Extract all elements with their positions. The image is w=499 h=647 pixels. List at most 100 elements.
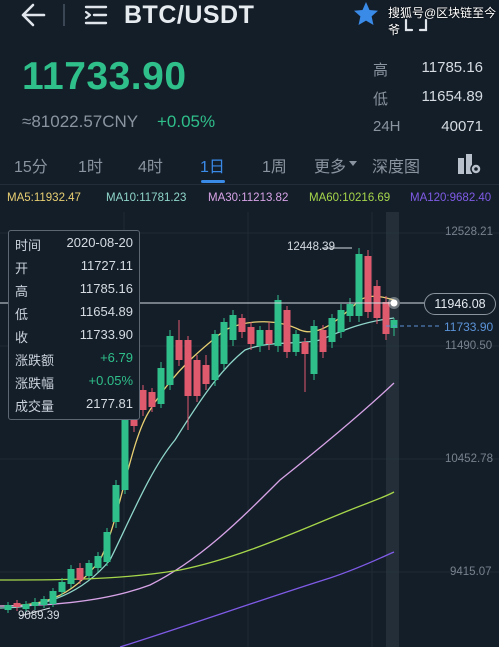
crosshair-dot: [390, 299, 398, 307]
stat-volume-value: 40071: [441, 118, 483, 135]
info-row-change: 涨跌额 +6.79: [15, 350, 133, 368]
header-divider: [63, 4, 65, 26]
candle-body: [148, 392, 156, 407]
candle-body: [355, 254, 363, 316]
candle-body: [202, 365, 210, 384]
high-marker-label: 12448.39: [287, 241, 335, 253]
tab-1d[interactable]: 1日: [200, 159, 225, 176]
candle-body: [274, 300, 282, 346]
stat-volume-label: 24H: [373, 118, 401, 135]
stat-high-label: 高: [373, 62, 389, 79]
info-row-low: 低 11654.89: [15, 304, 133, 322]
candle-body: [328, 318, 336, 342]
candle-body: [238, 318, 246, 332]
chart-settings-icon[interactable]: [456, 152, 482, 176]
candle-body: [49, 591, 57, 604]
candle-body: [220, 322, 228, 364]
ma120-label: MA120:9682.40: [410, 192, 492, 204]
interval-tabs: 15分 1时 4时 1日 1周 更多 深度图: [0, 148, 499, 184]
tab-depth-chart[interactable]: 深度图: [372, 159, 421, 176]
ma5-label: MA5:11932.47: [7, 192, 81, 204]
low-pointer-line: [19, 607, 51, 617]
candle-body: [337, 310, 345, 332]
candle-body: [301, 342, 309, 354]
tab-more[interactable]: 更多: [314, 159, 347, 176]
candle-body: [67, 569, 75, 584]
fullscreen-icon[interactable]: [404, 18, 428, 32]
axis-label-3: 10452.78: [445, 453, 493, 465]
favorite-star-icon[interactable]: [352, 0, 380, 28]
info-row-change-percent: 涨跌幅 +0.05%: [15, 373, 133, 391]
candle-body: [112, 485, 120, 522]
tab-4h[interactable]: 4时: [138, 159, 163, 176]
candle-body: [58, 582, 66, 592]
top-bar: BTC/USDT 搜狐号@区块链至今爷: [0, 0, 499, 37]
ma60-label: MA60:10216.69: [309, 192, 391, 204]
active-tab-indicator: [201, 180, 225, 183]
candle-body: [283, 310, 291, 352]
ma10-label: MA10:11781.23: [106, 192, 187, 204]
crosshair-price-tag: 11946.08: [424, 293, 496, 315]
tab-15m[interactable]: 15分: [14, 159, 48, 176]
candle-body: [193, 360, 201, 396]
candle-body: [157, 368, 165, 404]
axis-label-top: 12528.21: [445, 226, 493, 238]
ma30-label: MA30:11213.82: [208, 192, 289, 204]
candle-body: [373, 286, 381, 318]
candle-body: [103, 532, 111, 562]
candle-body: [40, 599, 48, 605]
info-row-open: 开 11727.11: [15, 258, 133, 276]
stat-low-value: 11654.89: [421, 88, 483, 105]
candle-body: [22, 604, 30, 609]
pair-list-icon[interactable]: [84, 3, 108, 27]
candle-body: [175, 340, 183, 360]
candle-body: [310, 326, 318, 374]
ma-line: [119, 551, 395, 647]
candle-body: [247, 327, 255, 344]
candle-body: [364, 256, 372, 312]
watermark-text: 搜狐号@区块链至今爷: [388, 6, 497, 37]
price-change-percent: +0.05%: [157, 112, 216, 131]
tab-1w[interactable]: 1周: [262, 159, 287, 176]
current-price-tag: 11733.90: [444, 320, 494, 334]
candle-body: [121, 420, 129, 490]
candle-body: [85, 563, 93, 576]
tab-1h[interactable]: 1时: [78, 159, 103, 176]
candle-body: [256, 330, 264, 346]
candle-body: [139, 390, 147, 410]
info-row-time: 时间 2020-08-20: [15, 235, 133, 253]
candle-body: [319, 330, 327, 352]
info-row-high: 高 11785.16: [15, 281, 133, 299]
candle-body: [211, 334, 219, 380]
candle-body: [13, 603, 21, 607]
axis-label-4: 9415.07: [450, 566, 492, 578]
candle-info-panel: 时间 2020-08-20 开 11727.11 高 11785.16 低 11654.…: [8, 230, 140, 420]
candle-body: [166, 336, 174, 385]
tabs-divider: [0, 184, 499, 185]
chevron-down-icon: [349, 161, 357, 166]
last-price: 11733.90: [22, 55, 187, 98]
crosshair-column: [386, 212, 399, 647]
stat-low-label: 低: [373, 91, 389, 108]
candle-body: [76, 568, 84, 580]
low-marker-label: 9089.39: [18, 610, 60, 622]
stat-high-value: 11785.16: [421, 59, 483, 76]
pair-title: BTC/USDT: [124, 1, 255, 29]
candle-body: [346, 304, 354, 316]
candle-body: [184, 340, 192, 396]
candle-body: [292, 334, 300, 352]
candle-body: [265, 330, 273, 344]
candle-body: [4, 605, 12, 610]
info-row-volume: 成交量 2177.81: [15, 396, 133, 414]
candle-body: [94, 556, 102, 568]
candle-body: [31, 602, 39, 606]
axis-label-2: 11490.50: [445, 340, 493, 352]
ma-line: [0, 491, 395, 581]
back-arrow-icon[interactable]: [20, 2, 46, 28]
ma-line: [0, 382, 395, 607]
candle-body: [390, 320, 398, 328]
candle-body: [382, 302, 390, 334]
cny-price: ≈81022.57CNY: [22, 112, 139, 131]
candle-body: [229, 315, 237, 340]
info-row-close: 收 11733.90: [15, 327, 133, 345]
